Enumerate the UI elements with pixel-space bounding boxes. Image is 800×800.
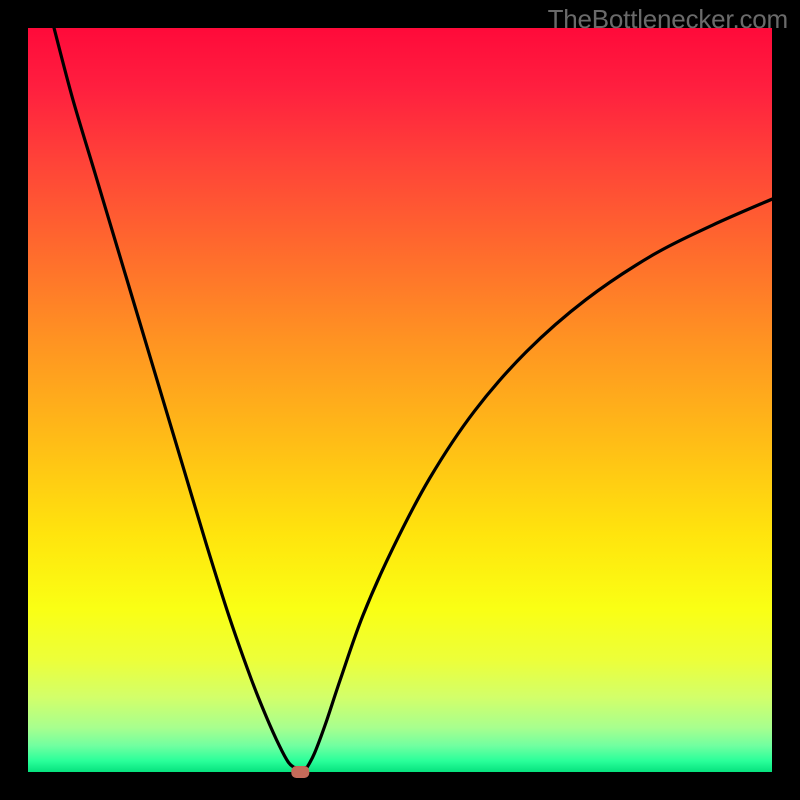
- plot-background: [28, 28, 772, 772]
- min-point-marker: [291, 766, 309, 778]
- watermark-text: TheBottlenecker.com: [548, 4, 788, 35]
- bottleneck-chart: [0, 0, 800, 800]
- chart-container: [0, 0, 800, 800]
